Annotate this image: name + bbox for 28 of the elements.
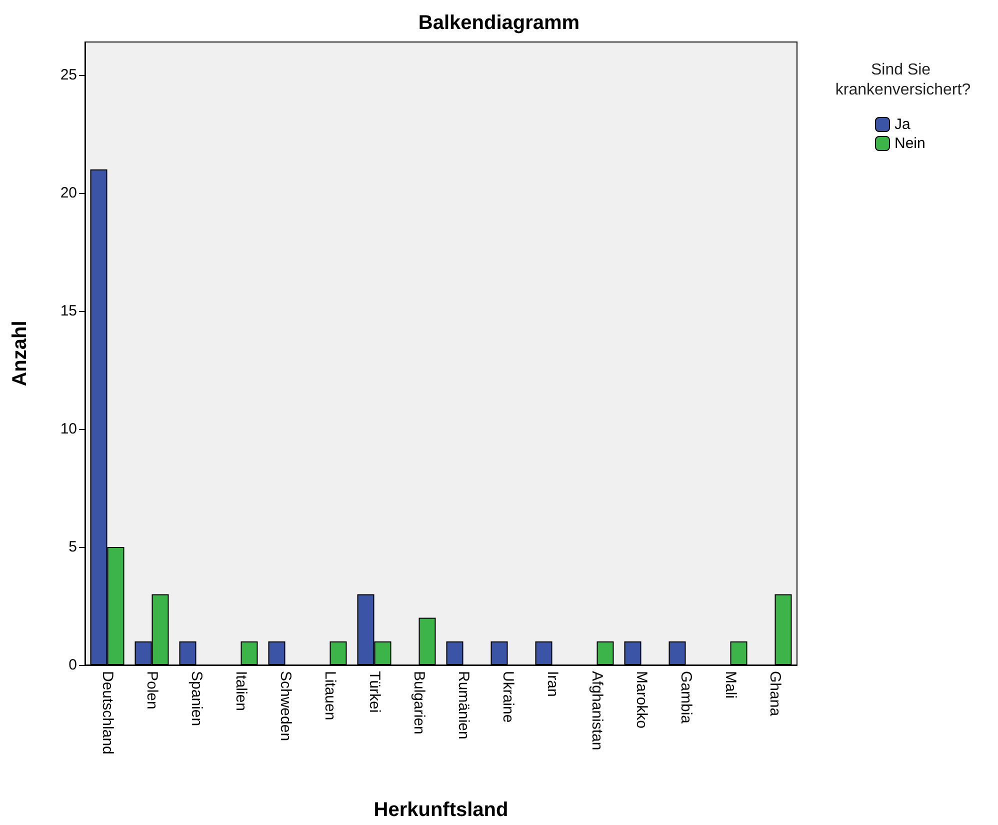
chart-title: Balkendiagramm	[418, 12, 580, 34]
x-tick-label: Spanien	[188, 671, 205, 726]
x-tick-label: Deutschland	[98, 671, 116, 754]
y-tick-label: 0	[68, 656, 77, 674]
x-tick-label: Rumänien	[454, 671, 472, 740]
y-tick-label: 15	[60, 302, 77, 320]
x-tick-label: Marokko	[632, 671, 650, 729]
x-tick-label: Gambia	[677, 671, 694, 724]
y-tick-label: 5	[68, 538, 77, 556]
x-tick-label: Italien	[232, 671, 250, 712]
y-tick-label: 10	[60, 420, 77, 438]
y-tick-label: 20	[60, 184, 77, 202]
x-tick-label: Afghanistan	[588, 671, 606, 750]
y-axis-title: Anzahl	[9, 320, 31, 386]
x-tick-label: Ghana	[766, 671, 784, 717]
x-tick-label: Türkei	[366, 671, 383, 713]
x-axis-title: Herkunftsland	[374, 799, 508, 821]
x-tick-label: Mali	[722, 671, 739, 699]
x-tick-label: Ukraine	[499, 671, 516, 723]
legend-label: Ja	[894, 116, 911, 133]
x-tick-label: Bulgarien	[410, 671, 428, 734]
x-tick-label: Iran	[544, 671, 561, 697]
legend-label: Nein	[894, 135, 926, 152]
x-tick-label: Polen	[143, 671, 160, 710]
legend-title: Sind Sie krankenversichert?	[835, 62, 971, 98]
x-tick-label: Schweden	[276, 671, 294, 742]
x-tick-label: Litauen	[321, 671, 338, 720]
y-tick-label: 25	[60, 66, 77, 84]
